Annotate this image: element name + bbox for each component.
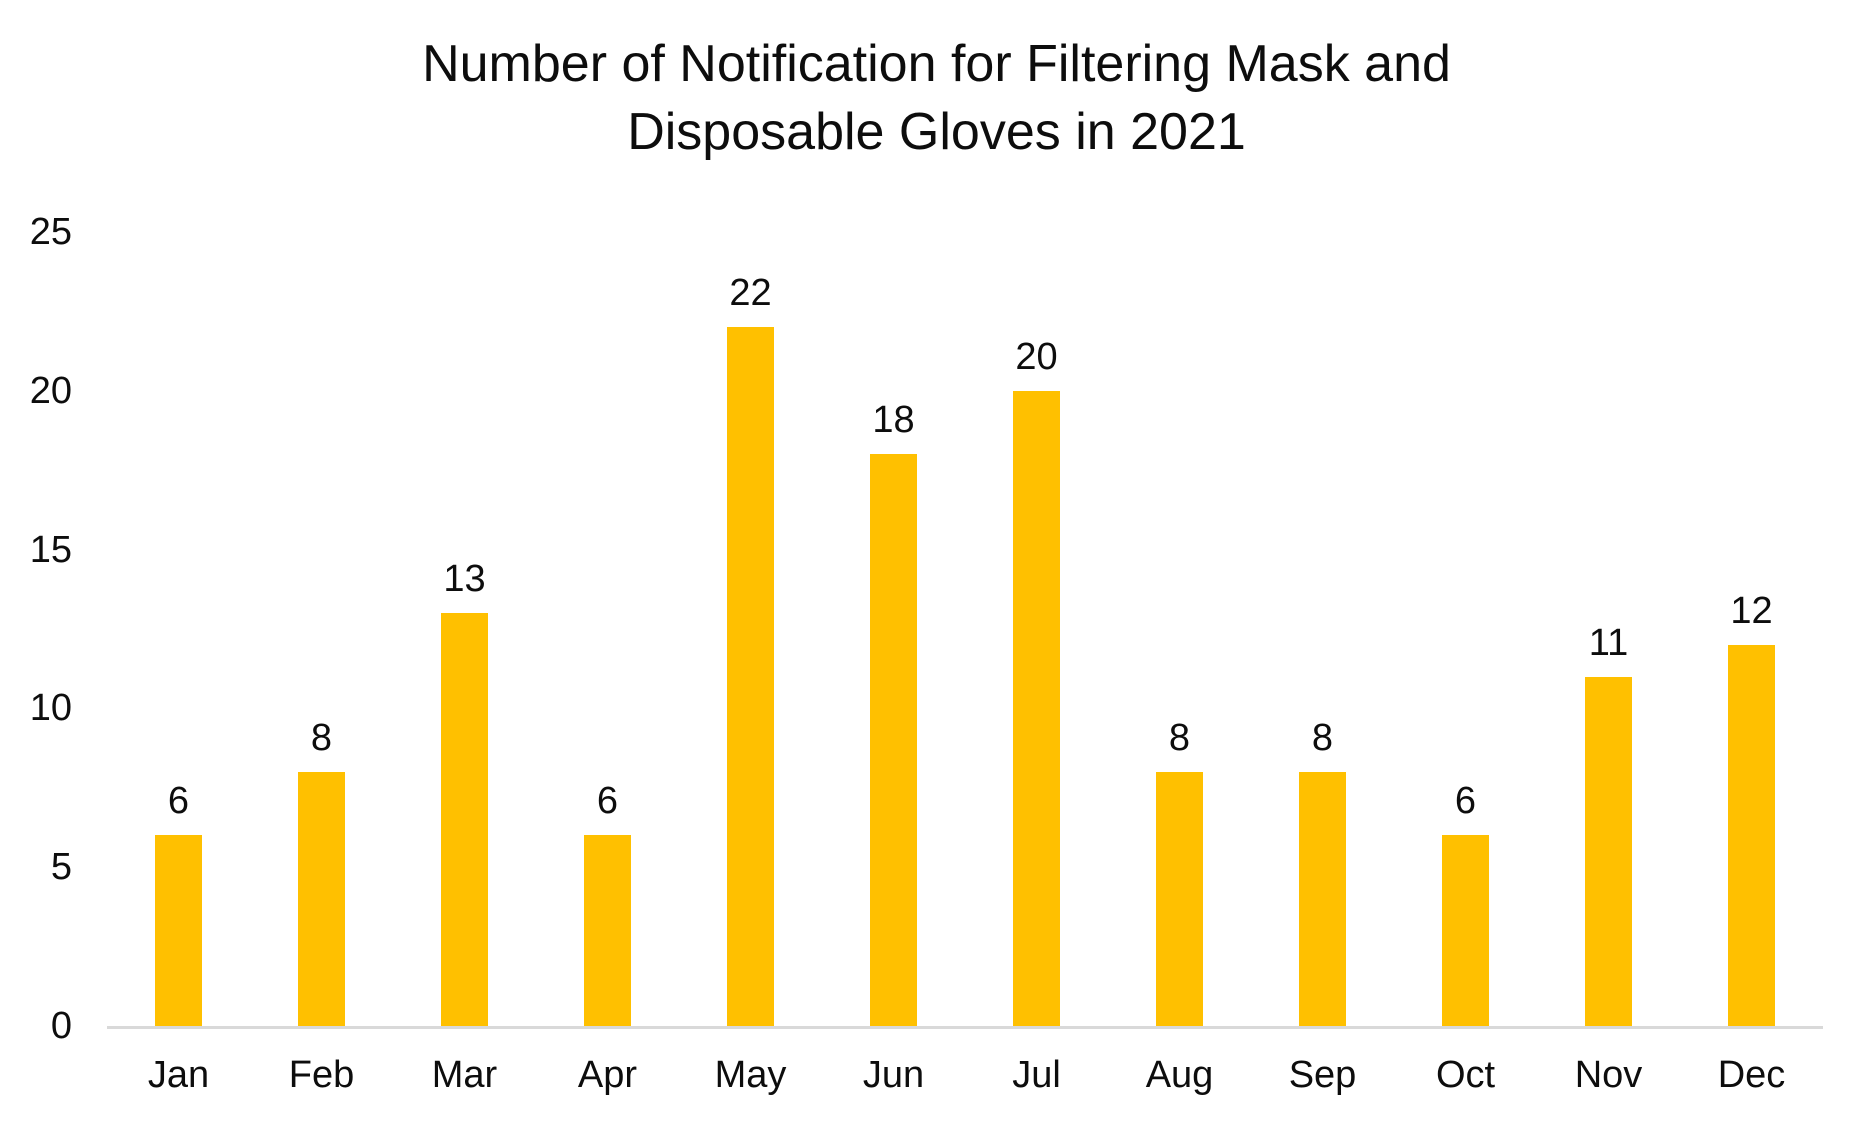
- value-label: 6: [596, 780, 619, 823]
- x-tick-label: Mar: [431, 1054, 498, 1096]
- value-label: 13: [443, 558, 486, 601]
- y-tick-label: 5: [50, 846, 72, 889]
- bar-sep: [1299, 771, 1346, 1026]
- bar-apr: [584, 835, 631, 1026]
- bar-may: [727, 327, 774, 1026]
- x-tick-label: Jun: [862, 1054, 925, 1096]
- bar-jul: [1013, 390, 1060, 1026]
- bar-nov: [1585, 676, 1632, 1026]
- value-label: 8: [1168, 716, 1191, 759]
- value-label: 18: [872, 399, 915, 442]
- value-label: 6: [167, 780, 190, 823]
- chart-title: Number of Notification for Filtering Mas…: [0, 30, 1873, 166]
- bar-aug: [1156, 771, 1203, 1026]
- y-tick-label: 0: [50, 1005, 72, 1047]
- x-tick-label: Feb: [288, 1054, 355, 1096]
- x-tick-label: Oct: [1435, 1054, 1496, 1096]
- x-tick-label: Sep: [1288, 1054, 1357, 1096]
- y-tick-label: 15: [29, 528, 72, 571]
- bar-dec: [1728, 644, 1775, 1026]
- chart-title-line-2: Disposable Gloves in 2021: [627, 103, 1246, 161]
- y-axis: 0 5 10 15 20 25: [0, 213, 76, 1045]
- x-tick-label: Aug: [1145, 1054, 1214, 1096]
- x-tick-label: Nov: [1574, 1054, 1643, 1096]
- x-tick-label: Jul: [1012, 1054, 1061, 1096]
- y-tick-label: 20: [29, 369, 72, 412]
- bar-mar: [441, 613, 488, 1026]
- x-tick-label: Dec: [1717, 1054, 1786, 1096]
- chart-title-line-1: Number of Notification for Filtering Mas…: [422, 35, 1451, 93]
- value-label: 20: [1015, 335, 1058, 378]
- x-tick-label: Jan: [147, 1054, 210, 1096]
- x-tick-label: Apr: [577, 1054, 638, 1096]
- bar-jan: [155, 835, 202, 1026]
- value-label: 12: [1730, 589, 1773, 632]
- value-label: 11: [1588, 621, 1629, 664]
- plot-area: 6 Jan 8 Feb 13 Mar 6 Apr 22 May 18 Jun 20 Jul 8 Aug 8 Sep…: [107, 232, 1823, 1094]
- bar-jun: [870, 454, 917, 1026]
- value-label: 6: [1454, 780, 1477, 823]
- x-tick-label: May: [714, 1054, 787, 1096]
- bar-feb: [298, 771, 345, 1026]
- bar-oct: [1442, 835, 1489, 1026]
- y-tick-label: 10: [29, 687, 72, 730]
- value-label: 8: [1311, 716, 1334, 759]
- y-tick-label: 25: [29, 211, 72, 253]
- value-label: 8: [310, 716, 333, 759]
- value-label: 22: [729, 272, 772, 315]
